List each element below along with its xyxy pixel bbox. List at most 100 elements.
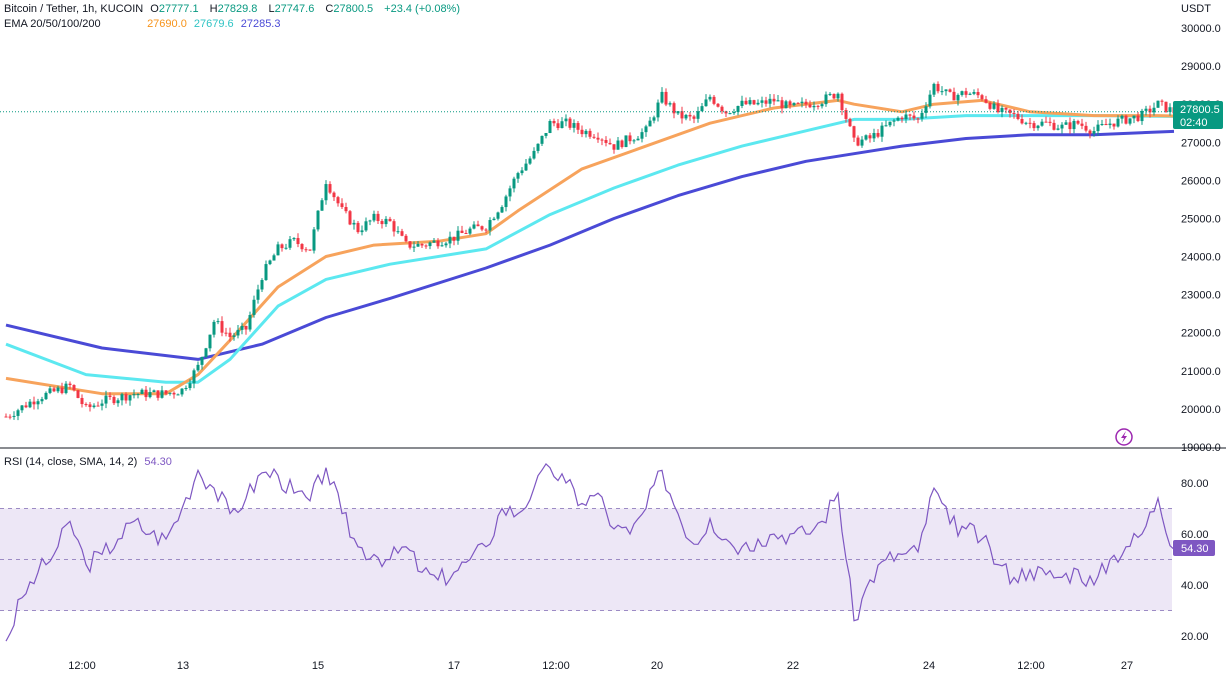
candle	[984, 95, 988, 104]
candle	[1096, 120, 1100, 136]
rsi-axis[interactable]: 80.00 60.00 40.00 20.00	[1181, 478, 1209, 643]
candle	[452, 236, 456, 246]
candle	[780, 96, 784, 114]
candle	[132, 389, 136, 399]
candle	[364, 217, 368, 232]
candle	[472, 221, 476, 230]
candle	[16, 408, 20, 421]
candle	[136, 393, 140, 399]
candle	[1008, 109, 1012, 118]
candle	[308, 249, 312, 251]
candle	[824, 91, 828, 107]
candle	[288, 235, 292, 250]
candle	[840, 92, 844, 116]
rsi-value-tag: 54.30	[1173, 540, 1215, 556]
candle	[584, 129, 588, 138]
candle	[944, 89, 948, 96]
candle	[1140, 108, 1144, 125]
candle	[1056, 124, 1060, 131]
candle	[232, 332, 236, 341]
candle	[496, 211, 500, 221]
candle	[980, 93, 984, 102]
last-price-tag: 27800.5 02:40	[1173, 101, 1223, 129]
candle	[544, 132, 548, 139]
candle	[1080, 118, 1084, 130]
lightning-icon[interactable]	[1115, 428, 1133, 446]
candle	[592, 134, 596, 140]
candle	[184, 385, 188, 391]
candle	[668, 101, 672, 107]
rsi-tag-value: 54.30	[1181, 543, 1209, 555]
time-tick-label: 27	[1121, 660, 1133, 672]
candle	[1020, 114, 1024, 125]
candle	[340, 198, 344, 210]
candle	[360, 225, 364, 236]
candle	[92, 403, 96, 409]
candle	[1108, 118, 1112, 129]
rsi-pane[interactable]	[0, 462, 1175, 642]
close-label: C	[325, 3, 334, 15]
candle	[344, 202, 348, 214]
low-label: L	[268, 3, 275, 15]
candle	[36, 398, 40, 410]
ema-50-value: 27679.6	[193, 18, 234, 30]
candle	[108, 392, 112, 400]
candle	[860, 136, 864, 148]
candle	[200, 356, 204, 370]
candle	[1104, 118, 1108, 126]
candle	[260, 278, 264, 292]
candle	[556, 119, 560, 131]
candle	[932, 82, 936, 98]
candle	[488, 217, 492, 236]
candle	[168, 392, 172, 396]
candle	[912, 111, 916, 121]
candle	[1144, 105, 1148, 116]
candle	[572, 119, 576, 133]
time-tick-label: 12:00	[542, 660, 570, 672]
symbol-title[interactable]: Bitcoin / Tether, 1h, KUCOIN	[4, 3, 144, 15]
rsi-title[interactable]: RSI (14, close, SMA, 14, 2)	[4, 456, 138, 468]
rsi-tick-label: 40.00	[1181, 580, 1209, 592]
candle	[528, 156, 532, 165]
candle	[264, 260, 268, 281]
candle	[144, 385, 148, 401]
candle	[332, 191, 336, 202]
candle	[1064, 120, 1068, 126]
ema-title[interactable]: EMA 20/50/100/200	[4, 18, 101, 30]
candle	[244, 325, 248, 335]
candle	[520, 167, 524, 176]
price-pane[interactable]	[0, 81, 1176, 421]
candle	[784, 99, 788, 109]
price-axis[interactable]: 30000.029000.028000.027000.026000.025000…	[1181, 23, 1221, 454]
candle	[1168, 103, 1172, 116]
candle	[620, 139, 624, 149]
candle	[12, 411, 16, 420]
change-value: +23.4 (+0.08%)	[384, 3, 461, 15]
candle	[988, 101, 992, 111]
candlestick-series	[4, 81, 1176, 421]
candle	[524, 158, 528, 171]
candle	[536, 143, 540, 154]
candle	[124, 392, 128, 404]
candle	[76, 389, 80, 399]
time-axis[interactable]: 12:00 13 15 17 12:00 20 22 24 12:00 27	[68, 660, 1133, 672]
candle	[312, 226, 316, 254]
candle	[48, 386, 52, 395]
candle	[884, 120, 888, 127]
candle	[604, 136, 608, 147]
candle	[1052, 119, 1056, 131]
candle	[1124, 114, 1128, 125]
candle	[624, 135, 628, 148]
candle	[160, 385, 164, 399]
candle	[1032, 120, 1036, 131]
candle	[296, 233, 300, 248]
candle	[4, 413, 8, 418]
candle	[1128, 118, 1132, 126]
candle	[40, 396, 44, 405]
candle	[292, 237, 296, 242]
candle	[328, 181, 332, 195]
ema-20-line	[5, 98, 1175, 396]
candle	[648, 116, 652, 127]
close-value: 27800.5	[333, 3, 374, 15]
